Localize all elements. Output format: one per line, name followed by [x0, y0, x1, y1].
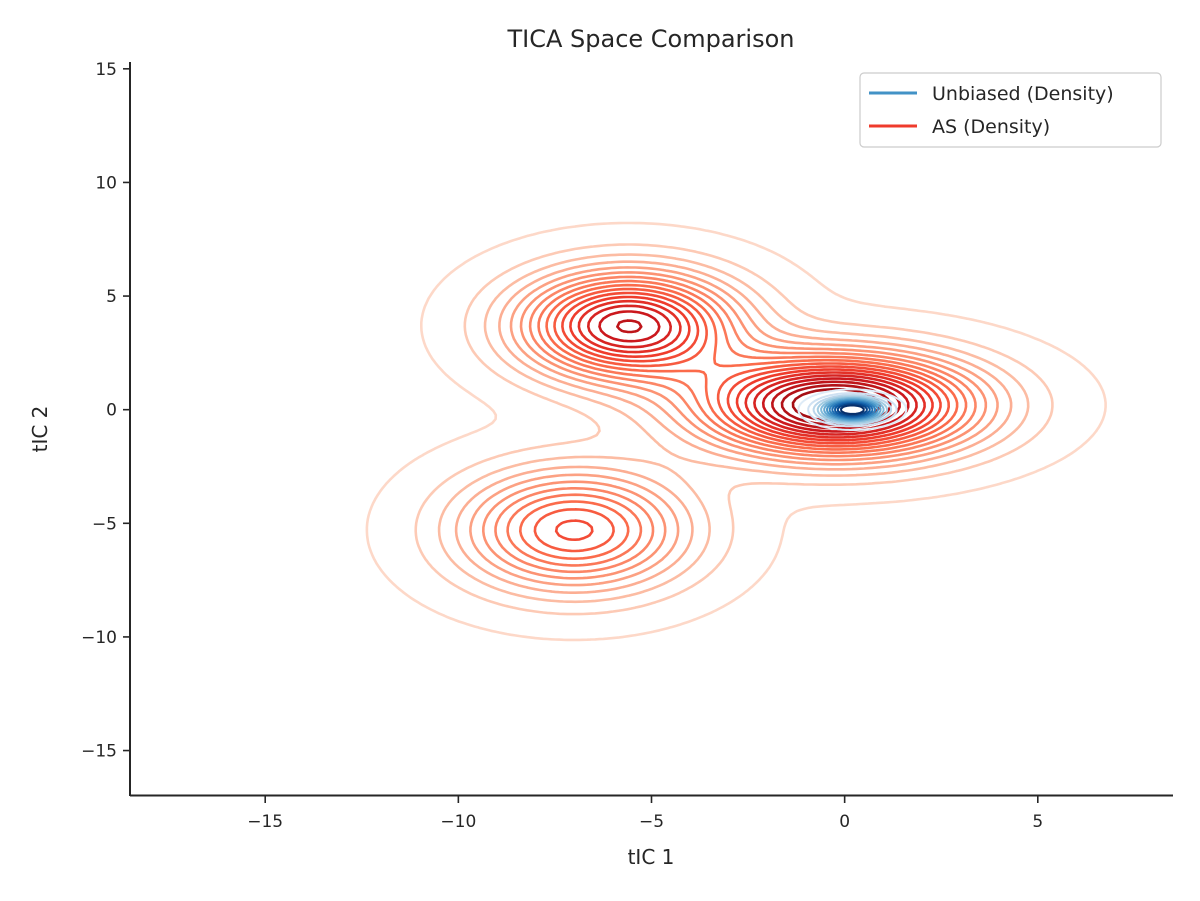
contour-line: [414, 243, 1054, 616]
contour-line: [820, 396, 885, 423]
contour-line: [834, 402, 871, 418]
contour-line: [577, 299, 926, 439]
contour-line: [482, 271, 988, 580]
x-axis-label: tIC 1: [628, 845, 675, 869]
contour-line: [494, 275, 977, 574]
y-tick-label: 15: [95, 60, 117, 80]
contour-layer: [365, 221, 1107, 642]
contour-line: [816, 395, 888, 424]
chart-title: TICA Space Comparison: [506, 25, 794, 53]
y-tick-label: 5: [106, 287, 117, 307]
x-tick-label: −5: [639, 812, 664, 832]
contour-line: [587, 304, 918, 436]
contour-line: [554, 291, 942, 541]
y-tick-label: 0: [106, 401, 117, 421]
contour-line: [519, 283, 959, 560]
x-ticks: −15 −10 −5 0 5: [247, 796, 1043, 832]
contour-line: [812, 394, 893, 426]
legend-label-as: AS (Density): [932, 116, 1050, 138]
legend: Unbiased (Density) AS (Density): [859, 72, 1162, 148]
y-tick-label: −15: [81, 742, 117, 762]
contour-line: [836, 403, 868, 417]
x-tick-label: −10: [440, 812, 476, 832]
contour-line: [823, 398, 882, 422]
legend-label-unbiased: Unbiased (Density): [932, 83, 1114, 105]
x-tick-label: 5: [1032, 812, 1043, 832]
legend-box: [859, 72, 1162, 148]
contour-line: [437, 253, 1030, 604]
contour-line: [454, 260, 1013, 594]
y-axis-label: tIC 2: [28, 406, 52, 453]
contour-line: [469, 266, 999, 587]
y-ticks: −15 −10 −5 0 5 10 15: [81, 60, 130, 762]
x-tick-label: −15: [247, 812, 283, 832]
y-tick-label: −5: [92, 514, 117, 534]
contour-line: [807, 392, 898, 428]
contour-line: [569, 295, 934, 442]
contour-line: [365, 221, 1107, 642]
contour-line: [533, 287, 950, 553]
contour-line: [831, 401, 874, 419]
x-tick-label: 0: [839, 812, 850, 832]
contour-line: [840, 404, 865, 415]
y-tick-label: 10: [95, 173, 117, 193]
contour-line: [797, 388, 908, 431]
contour-line: [506, 279, 968, 567]
y-tick-label: −10: [81, 628, 117, 648]
